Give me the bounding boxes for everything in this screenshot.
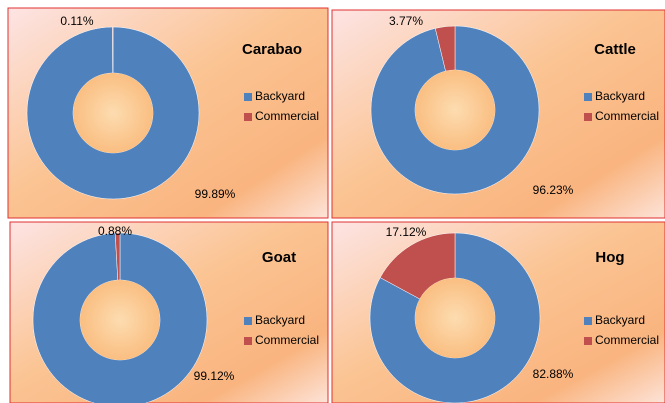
donut-hole	[415, 278, 495, 358]
legend-swatch	[584, 317, 592, 325]
legend-swatch	[244, 113, 252, 121]
data-label: 82.88%	[533, 367, 574, 381]
data-label: 0.11%	[60, 14, 93, 28]
legend-swatch	[244, 93, 252, 101]
legend-label: Backyard	[255, 313, 305, 327]
data-label: 99.12%	[194, 369, 235, 383]
donut-hole	[80, 280, 160, 360]
chart-panel: 82.88% 17.12% Hog Backyard Commercial	[331, 221, 665, 403]
data-label: 0.88%	[98, 224, 132, 238]
data-label: 99.89%	[195, 187, 236, 201]
donut-hole	[415, 70, 495, 150]
legend-label: Backyard	[255, 89, 305, 103]
legend-swatch	[584, 93, 592, 101]
data-label: 96.23%	[533, 183, 574, 197]
donut-hole	[73, 73, 153, 153]
legend-label: Commercial	[595, 109, 659, 123]
legend-swatch	[584, 113, 592, 121]
chart-title: Cattle	[594, 41, 636, 58]
donut-slice	[112, 26, 114, 74]
chart-panel: 99.12% 0.88% Goat Backyard Commercial	[9, 221, 329, 403]
data-label: 3.77%	[389, 14, 423, 28]
legend-swatch	[584, 337, 592, 345]
chart-title: Carabao	[242, 41, 302, 58]
chart-title: Goat	[262, 249, 296, 266]
chart-panel: 96.23% 3.77% Cattle Backyard Commercial	[331, 9, 665, 219]
legend-label: Backyard	[595, 89, 645, 103]
legend-label: Backyard	[595, 313, 645, 327]
legend-label: Commercial	[595, 333, 659, 347]
legend-swatch	[244, 337, 252, 345]
chart-panel: 99.89% 0.11% Carabao Backyard Commercial	[7, 7, 329, 219]
chart-title: Hog	[595, 249, 624, 266]
legend-label: Commercial	[255, 333, 319, 347]
legend-label: Commercial	[255, 109, 319, 123]
legend-swatch	[244, 317, 252, 325]
data-label: 17.12%	[386, 225, 427, 239]
